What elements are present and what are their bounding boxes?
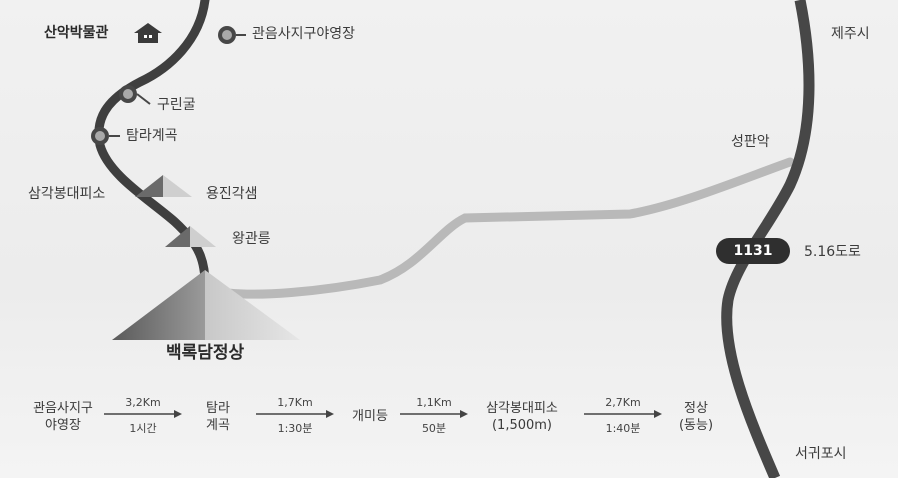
route-step-name: 관음사지구: [33, 401, 93, 416]
label-wanggwan: 왕관릉: [232, 231, 271, 247]
segment-distance: 1,7Km: [277, 396, 313, 409]
route-segment: 2,7Km 1:40분: [584, 396, 662, 436]
summit-mountain: [112, 270, 300, 340]
segment-distance: 1,1Km: [416, 396, 452, 409]
gurin-marker: [119, 85, 151, 105]
label-seongpan: 성판악: [731, 134, 770, 150]
tamra-marker: [91, 127, 120, 145]
segment-distance: 3,2Km: [125, 396, 161, 409]
campsite-marker: [218, 26, 246, 44]
route-step-sub: (동능): [678, 418, 714, 433]
arrow-right-icon: [400, 410, 468, 418]
segment-time: 50분: [421, 422, 447, 435]
segment-time: 1시간: [129, 422, 157, 435]
route-step-name: 정상: [684, 401, 708, 416]
samgak-peak: [135, 175, 192, 197]
arrow-right-icon: [584, 410, 662, 418]
route-segment: 3,2Km 1시간: [104, 396, 182, 436]
label-samgak: 삼각봉대피소: [28, 186, 106, 202]
wanggwan-peak: [165, 226, 216, 247]
label-tamra: 탐라계곡: [126, 128, 178, 144]
segment-distance: 2,7Km: [605, 396, 641, 409]
road-number-badge: 1131: [716, 238, 790, 264]
label-yongjin: 용진각샘: [206, 186, 258, 202]
route-step: 삼각봉대피소 (1,500m): [470, 400, 574, 434]
label-campsite: 관음사지구야영장: [252, 26, 356, 42]
arrow-right-icon: [256, 410, 334, 418]
route-step-sub: 야영장: [45, 418, 81, 433]
label-museum: 산악박물관: [44, 25, 109, 41]
route-step: 정상 (동능): [668, 400, 724, 434]
route-step-name: 삼각봉대피소: [486, 401, 558, 416]
label-road-name: 5.16도로: [804, 244, 861, 260]
label-seogwipo: 서귀포시: [795, 446, 847, 462]
route-step: 탐라 계곡: [196, 400, 240, 434]
route-step-name: 탐라: [206, 401, 230, 416]
route-step: 관음사지구 야영장: [24, 400, 102, 434]
route-segment: 1,7Km 1:30분: [256, 396, 334, 436]
route-segment: 1,1Km 50분: [400, 396, 468, 436]
segment-time: 1:30분: [277, 422, 313, 435]
route-step-sub: (1,500m): [491, 418, 553, 433]
label-jeju: 제주시: [831, 26, 870, 42]
route-step: 개미등: [342, 408, 398, 425]
segment-time: 1:40분: [605, 422, 641, 435]
label-gurin: 구린굴: [157, 97, 196, 113]
label-summit: 백록담정상: [166, 343, 245, 363]
seongpanak-trail: [205, 157, 795, 299]
museum-house-icon: [134, 23, 162, 43]
arrow-right-icon: [104, 410, 182, 418]
route-step-sub: 계곡: [206, 418, 230, 433]
route-step-name: 개미등: [352, 409, 388, 424]
